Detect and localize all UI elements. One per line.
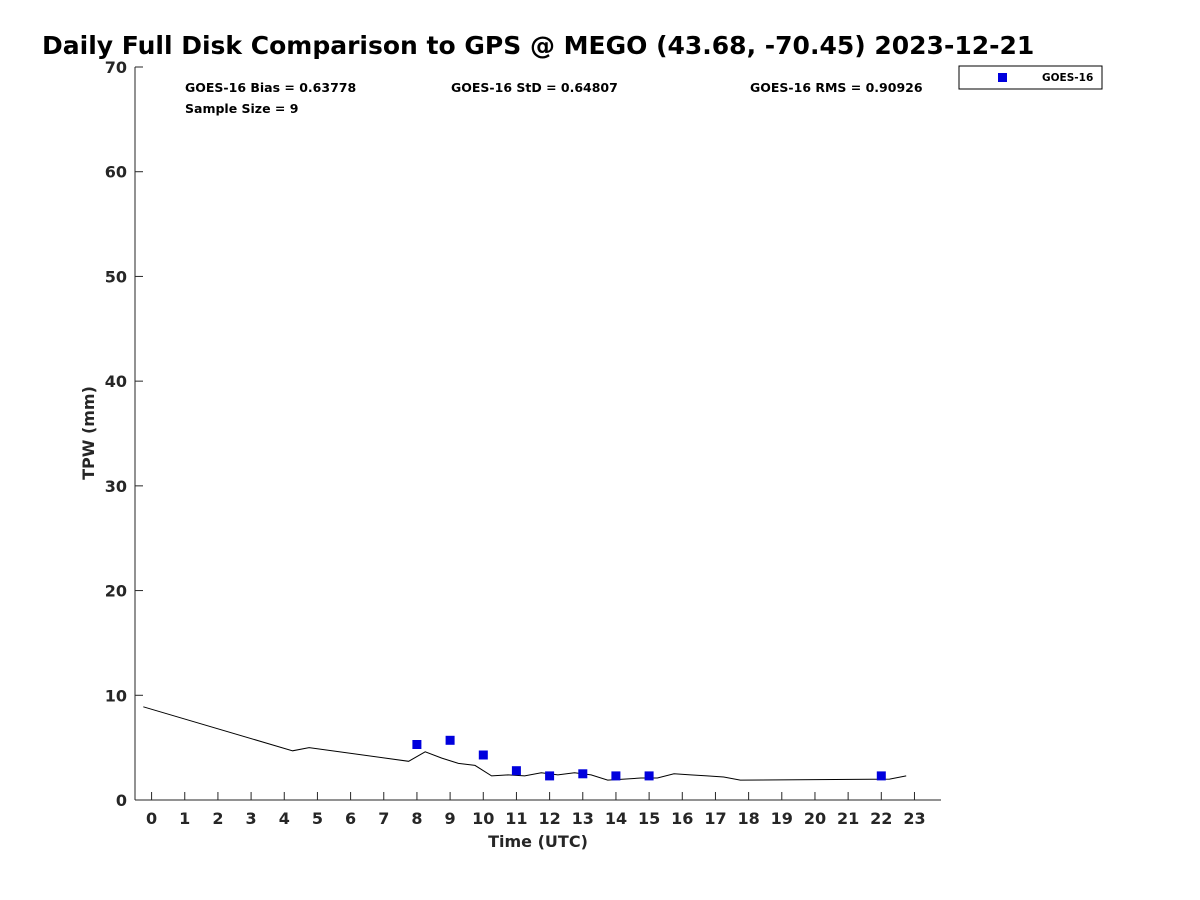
x-tick-label: 23 — [903, 809, 925, 828]
x-tick-label: 22 — [870, 809, 892, 828]
x-tick-label: 1 — [179, 809, 190, 828]
y-tick-label: 10 — [105, 686, 127, 705]
legend-marker-goes16 — [998, 73, 1007, 82]
x-tick-label: 13 — [572, 809, 594, 828]
x-tick-label: 12 — [538, 809, 560, 828]
x-tick-label: 10 — [472, 809, 494, 828]
std-stat: GOES-16 StD = 0.64807 — [451, 80, 618, 95]
goes16-point — [412, 740, 422, 749]
legend-label-goes16: GOES-16 — [1042, 72, 1093, 84]
series-layer — [143, 706, 907, 781]
x-tick-label: 20 — [804, 809, 826, 828]
rms-stat: GOES-16 RMS = 0.90926 — [750, 80, 923, 95]
goes16-point — [611, 771, 621, 781]
legend-box — [958, 65, 1103, 90]
y-tick-label: 60 — [105, 163, 127, 182]
x-tick-label: 17 — [704, 809, 726, 828]
y-tick-label: 50 — [105, 267, 127, 286]
y-tick-label: 0 — [116, 791, 127, 810]
goes16-point — [578, 769, 588, 779]
goes16-point — [545, 771, 555, 781]
y-tick-label: 40 — [105, 372, 127, 391]
x-tick-label: 3 — [246, 809, 257, 828]
x-tick-label: 8 — [411, 809, 422, 828]
axes — [134, 67, 941, 801]
x-tick-label: 0 — [146, 809, 157, 828]
chart-title: Daily Full Disk Comparison to GPS @ MEGO… — [42, 31, 1034, 60]
x-tick-label: 9 — [445, 809, 456, 828]
y-axis-label: TPW (mm) — [79, 386, 98, 480]
x-tick-label: 15 — [638, 809, 660, 828]
goes16-point — [511, 766, 521, 776]
x-tick-label: 2 — [212, 809, 223, 828]
goes16-point — [445, 735, 455, 745]
y-tick-label: 30 — [105, 477, 127, 496]
stats-annotations: GOES-16 Bias = 0.63778 GOES-16 StD = 0.6… — [185, 80, 923, 116]
bias-stat: GOES-16 Bias = 0.63778 — [185, 80, 356, 95]
x-tick-label: 5 — [312, 809, 323, 828]
x-tick-label: 14 — [605, 809, 627, 828]
goes16-point — [876, 771, 886, 781]
x-tick-label: 4 — [279, 809, 290, 828]
x-tick-label: 7 — [378, 809, 389, 828]
x-axis-label: Time (UTC) — [488, 832, 588, 851]
goes16-point — [478, 750, 488, 760]
y-tick-label: 20 — [105, 582, 127, 601]
x-tick-label: 18 — [737, 809, 759, 828]
x-tick-label: 11 — [505, 809, 527, 828]
x-ticks: 0 1 2 3 4 5 6 7 8 9 10 11 12 13 14 15 16 17 18 19 20 21 22 23 — [146, 792, 926, 828]
gps-tpw-line — [143, 706, 907, 781]
y-tick-label: 70 — [105, 58, 127, 77]
sample-size-stat: Sample Size = 9 — [185, 101, 298, 116]
x-tick-label: 6 — [345, 809, 356, 828]
y-ticks: 0 10 20 30 40 50 60 70 — [105, 58, 143, 810]
x-tick-label: 19 — [771, 809, 793, 828]
legend: GOES-16 — [958, 65, 1103, 90]
goes16-point — [644, 771, 654, 781]
x-tick-label: 21 — [837, 809, 859, 828]
x-tick-label: 16 — [671, 809, 693, 828]
